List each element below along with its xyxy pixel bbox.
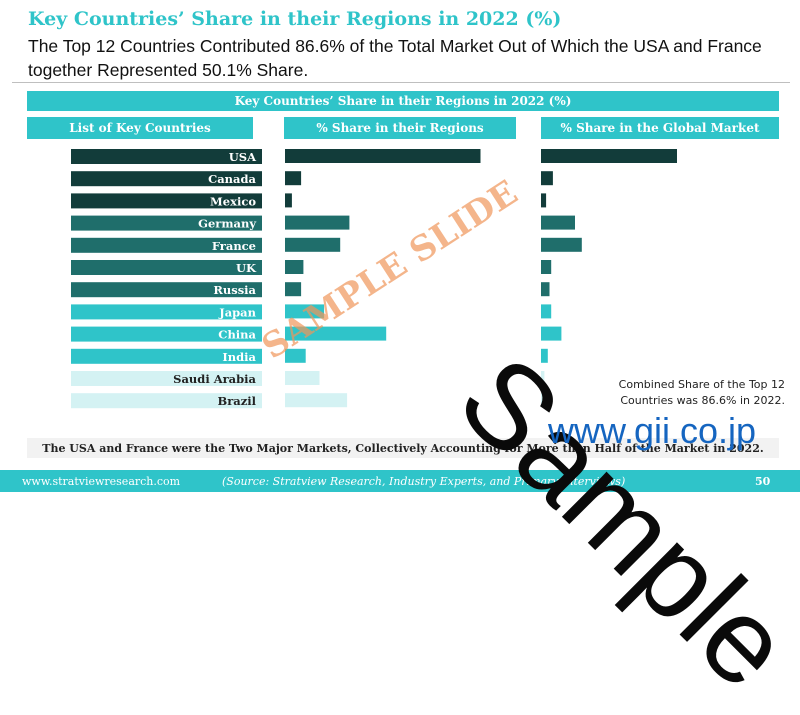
combined-share-note: Combined Share of the Top 12 Countries w… [618, 378, 785, 407]
region-share-bar-japan [285, 304, 325, 319]
country-label-germany: Germany [198, 217, 256, 231]
country-label-france: France [212, 239, 256, 253]
global-share-bar-germany [541, 215, 575, 230]
country-label-china: China [218, 328, 256, 342]
region-share-bar-germany [285, 215, 350, 230]
slide-subtitle: The Top 12 Countries Contributed 86.6% o… [28, 36, 762, 80]
region-share-bar-france [285, 237, 341, 252]
chart-banner: Key Countries’ Share in their Regions in… [27, 91, 779, 111]
country-label-bg-usa [71, 149, 262, 164]
title-divider [12, 82, 790, 83]
country-label-india: India [222, 350, 256, 364]
country-label-bg-russia [71, 282, 262, 298]
region-share-bar-uk [285, 260, 304, 274]
global-share-bar-france [541, 237, 582, 252]
region-share-column-header: % Share in their Regions [284, 117, 516, 139]
global-share-bar-china [541, 326, 562, 341]
region-share-bar-india [285, 348, 306, 363]
country-label-bg-uk [71, 260, 262, 275]
global-share-bar-brazil [541, 393, 548, 408]
region-share-bar-china [285, 326, 387, 341]
footer-website: www.stratviewresearch.com [22, 475, 181, 488]
country-label-mexico: Mexico [210, 194, 256, 208]
global-share-bar-usa [541, 149, 677, 163]
bar-chart: USA Canada Mexico Germany France UK Russia Japa… [71, 149, 677, 409]
global-share-bar-uk [541, 260, 552, 274]
region-share-bar-mexico [285, 193, 292, 208]
country-label-usa: USA [229, 150, 257, 164]
global-share-bar-saudi-arabia [541, 371, 545, 385]
country-label-bg-canada [71, 171, 262, 187]
country-label-saudi-arabia: Saudi Arabia [173, 372, 256, 386]
slide-title: Key Countries’ Share in their Regions in… [28, 8, 562, 30]
global-share-bar-india [541, 348, 548, 363]
country-label-russia: Russia [213, 283, 256, 297]
global-share-column-header: % Share in the Global Market [541, 117, 779, 139]
conclusion-text: The USA and France were the Two Major Ma… [27, 438, 779, 458]
footer-bar [0, 470, 800, 492]
country-label-japan: Japan [218, 305, 256, 319]
region-share-bar-usa [285, 149, 481, 163]
page-number: 50 [755, 475, 771, 488]
country-label-uk: UK [236, 261, 257, 275]
region-share-bar-russia [285, 282, 302, 297]
country-label-bg-brazil [71, 393, 262, 409]
region-share-bar-saudi-arabia [285, 371, 320, 385]
country-label-bg-china [71, 326, 262, 342]
country-label-brazil: Brazil [218, 394, 257, 408]
global-share-bar-russia [541, 282, 550, 297]
country-label-bg-saudi-arabia [71, 371, 262, 386]
region-share-bar-brazil [285, 393, 348, 408]
country-label-bg-india [71, 348, 262, 364]
country-label-bg-japan [71, 304, 262, 320]
region-share-bar-canada [285, 171, 302, 186]
country-label-bg-mexico [71, 193, 262, 209]
global-share-bar-canada [541, 171, 553, 186]
footer-source: (Source: Stratview Research, Industry Ex… [222, 475, 626, 488]
countries-column-header: List of Key Countries [27, 117, 253, 139]
country-label-bg-france [71, 237, 262, 253]
global-share-bar-mexico [541, 193, 547, 208]
country-label-bg-germany [71, 215, 262, 231]
global-share-bar-japan [541, 304, 552, 319]
country-label-canada: Canada [208, 172, 256, 186]
